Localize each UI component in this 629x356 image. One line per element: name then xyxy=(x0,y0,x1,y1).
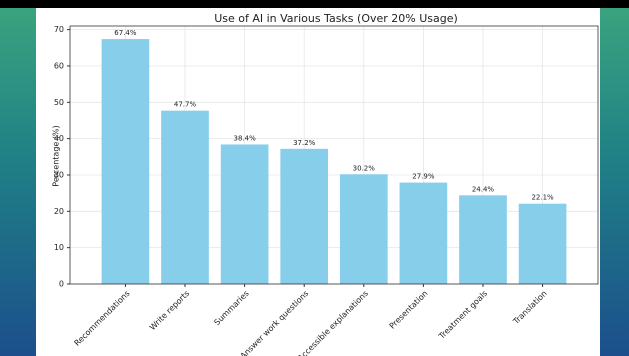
y-tick-label: 0 xyxy=(59,280,64,289)
data-label: 67.4% xyxy=(114,29,137,37)
x-tick-label: Summaries xyxy=(212,289,250,327)
bar xyxy=(399,182,448,284)
x-tick-label: Recommendations xyxy=(73,289,132,348)
chart-title: Use of AI in Various Tasks (Over 20% Usa… xyxy=(214,12,458,25)
bar xyxy=(101,39,150,284)
x-tick-label: Accessible explanations xyxy=(296,289,370,356)
y-tick-label: 20 xyxy=(54,207,64,216)
x-tick-label: Translation xyxy=(511,289,549,327)
data-label: 27.9% xyxy=(412,173,435,181)
data-label: 47.7% xyxy=(174,101,197,109)
y-tick-label: 70 xyxy=(54,25,64,34)
data-label: 30.2% xyxy=(353,164,376,172)
data-label: 22.1% xyxy=(531,194,554,202)
right-decoration xyxy=(600,8,629,356)
x-tick-label: Presentation xyxy=(388,289,430,331)
data-label: 37.2% xyxy=(293,139,316,147)
left-decoration xyxy=(0,8,36,356)
y-tick-label: 40 xyxy=(54,134,64,143)
y-axis-label: Percentage (%) xyxy=(52,125,61,186)
x-tick-label: Answer work questions xyxy=(239,289,311,356)
data-label: 24.4% xyxy=(472,185,495,193)
bar xyxy=(459,195,507,284)
bar xyxy=(161,110,209,284)
y-tick-label: 50 xyxy=(54,98,64,107)
x-tick-label: Write reports xyxy=(148,289,191,332)
bar xyxy=(518,203,567,284)
data-label: 38.4% xyxy=(233,134,256,142)
y-tick-label: 60 xyxy=(54,61,64,70)
y-tick-label: 10 xyxy=(54,243,64,252)
y-tick-label: 30 xyxy=(54,170,64,179)
plot-frame xyxy=(69,25,599,285)
bar xyxy=(220,144,269,284)
bar xyxy=(339,174,388,284)
bar xyxy=(280,148,329,284)
x-tick-label: Treatment goals xyxy=(436,289,489,342)
chart: Use of AI in Various Tasks (Over 20% Usa… xyxy=(36,8,600,356)
